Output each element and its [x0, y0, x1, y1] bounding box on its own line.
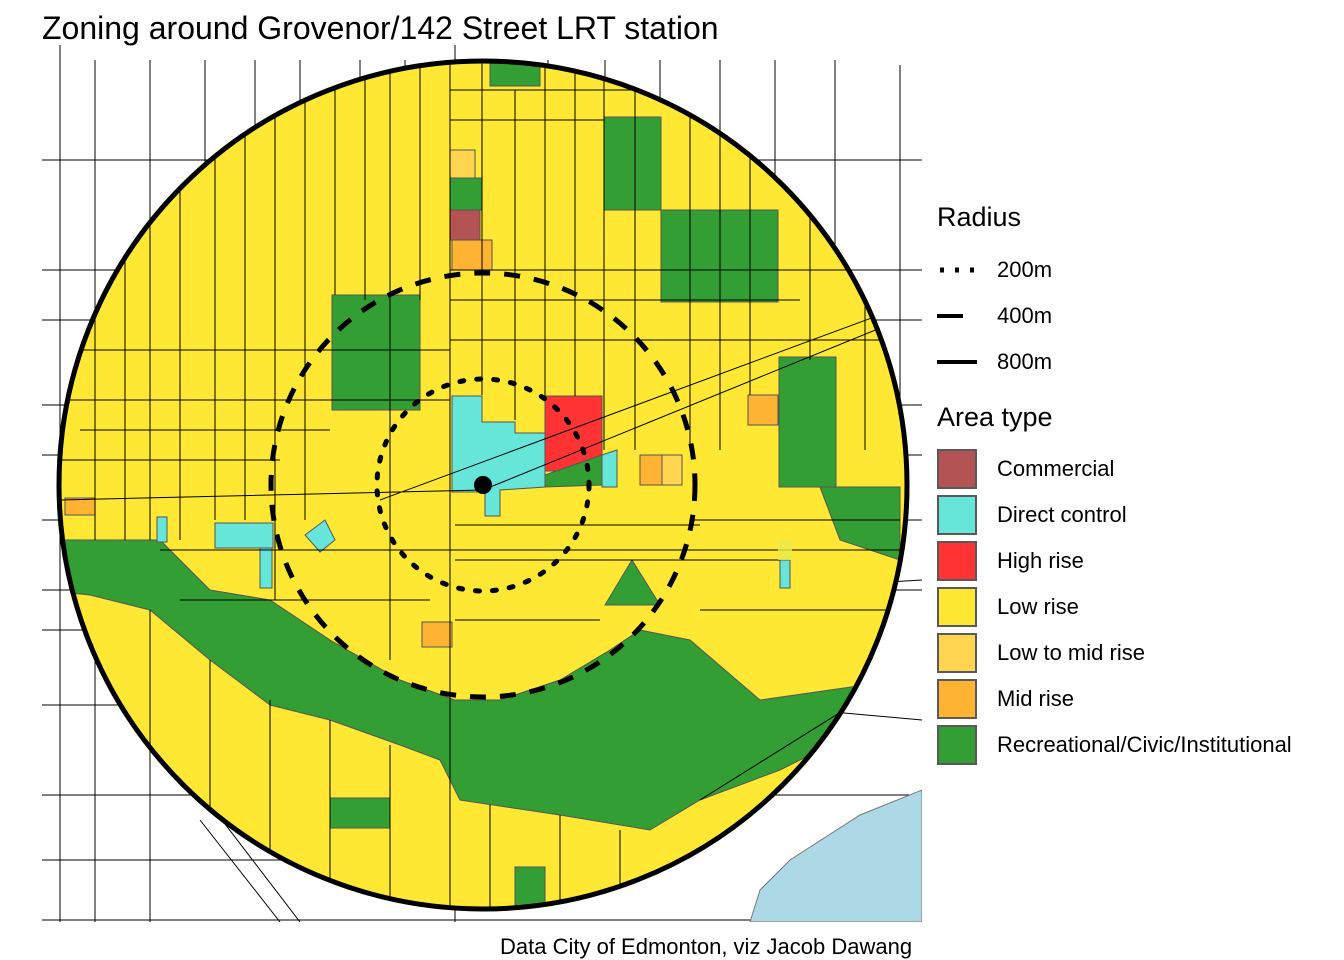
- legend-radius-400m: 400m: [937, 293, 1052, 339]
- map-caption: Data City of Edmonton, viz Jacob Dawang: [500, 934, 913, 959]
- radius-800m-circle: [56, 58, 910, 912]
- legend-radius-title: Radius: [937, 202, 1022, 232]
- lrt-station-marker: [474, 476, 492, 494]
- radius-400m-circle: [268, 270, 698, 700]
- legend-item-recreational: Recreational/Civic/Institutional: [937, 722, 1292, 768]
- legend-item-mid-rise: Mid rise: [937, 676, 1074, 722]
- legend-item-low-to-mid-rise: Low to mid rise: [937, 630, 1145, 676]
- zoning-map: [42, 45, 922, 922]
- water-body: [749, 789, 922, 922]
- legend-radius-800m: 800m: [937, 339, 1052, 385]
- legend-item-commercial: Commercial: [937, 446, 1114, 492]
- legend-radius-200m: 200m: [940, 257, 1053, 282]
- map-title: Zoning around Grovenor/142 Street LRT st…: [42, 10, 719, 46]
- radius-200m-circle: [374, 376, 592, 594]
- legend-area-title: Area type: [937, 402, 1053, 432]
- legend-item-low-rise: Low rise: [937, 584, 1079, 630]
- legend-item-direct-control: Direct control: [937, 492, 1127, 538]
- parcel-lines: [59, 60, 908, 910]
- legend-item-high-rise: High rise: [937, 538, 1084, 584]
